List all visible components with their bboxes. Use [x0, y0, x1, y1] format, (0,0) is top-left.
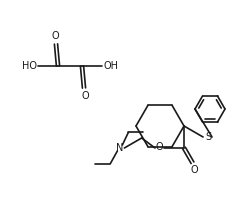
Text: OH: OH [103, 61, 119, 71]
Text: O: O [155, 142, 163, 152]
Text: O: O [191, 165, 198, 175]
Text: S: S [205, 132, 211, 142]
Text: N: N [116, 143, 123, 153]
Text: O: O [81, 91, 89, 101]
Text: HO: HO [22, 61, 37, 71]
Text: O: O [51, 31, 59, 41]
